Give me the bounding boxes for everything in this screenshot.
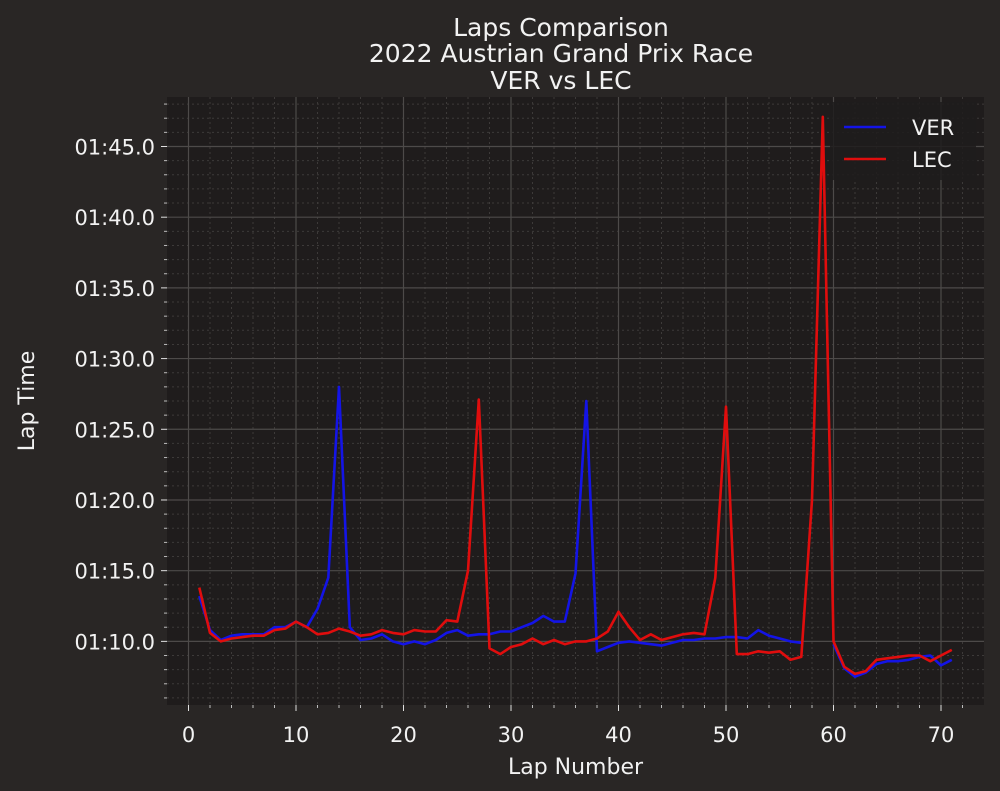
x-tick-label: 0 bbox=[182, 723, 195, 747]
minor-grid bbox=[167, 97, 984, 705]
y-tick-label: 01:15.0 bbox=[74, 560, 155, 584]
x-tick-label: 60 bbox=[820, 723, 847, 747]
y-tick-label: 01:40.0 bbox=[74, 206, 155, 230]
chart-title-line-3: VER vs LEC bbox=[490, 66, 631, 95]
legend: VER LEC bbox=[830, 102, 976, 180]
chart-title-line-2: 2022 Austrian Grand Prix Race bbox=[369, 39, 753, 68]
y-tick-label: 01:45.0 bbox=[74, 135, 155, 159]
x-tick-label: 50 bbox=[713, 723, 740, 747]
major-grid bbox=[167, 97, 984, 705]
x-tick-label: 30 bbox=[498, 723, 525, 747]
y-axis-label: Lap Time bbox=[15, 351, 40, 452]
legend-label-ver: VER bbox=[912, 116, 954, 140]
y-tick-label: 01:35.0 bbox=[74, 277, 155, 301]
legend-frame bbox=[830, 102, 976, 180]
y-tick-label: 01:30.0 bbox=[74, 348, 155, 372]
x-axis-label: Lap Number bbox=[508, 755, 644, 780]
chart-title-line-1: Laps Comparison bbox=[453, 13, 669, 42]
x-axis: 0 10 20 30 40 50 60 70 bbox=[182, 705, 963, 747]
x-tick-label: 20 bbox=[390, 723, 417, 747]
x-tick-label: 10 bbox=[283, 723, 310, 747]
series-line-lec bbox=[198, 115, 953, 676]
series-layer bbox=[198, 115, 953, 678]
y-axis: 01:10.0 01:15.0 01:20.0 01:25.0 01:30.0 01:35… bbox=[74, 103, 167, 699]
y-tick-label: 01:20.0 bbox=[74, 489, 155, 513]
x-tick-label: 70 bbox=[928, 723, 955, 747]
y-tick-label: 01:10.0 bbox=[74, 630, 155, 654]
y-tick-label: 01:25.0 bbox=[74, 418, 155, 442]
legend-label-lec: LEC bbox=[912, 148, 952, 172]
x-tick-label: 40 bbox=[605, 723, 632, 747]
